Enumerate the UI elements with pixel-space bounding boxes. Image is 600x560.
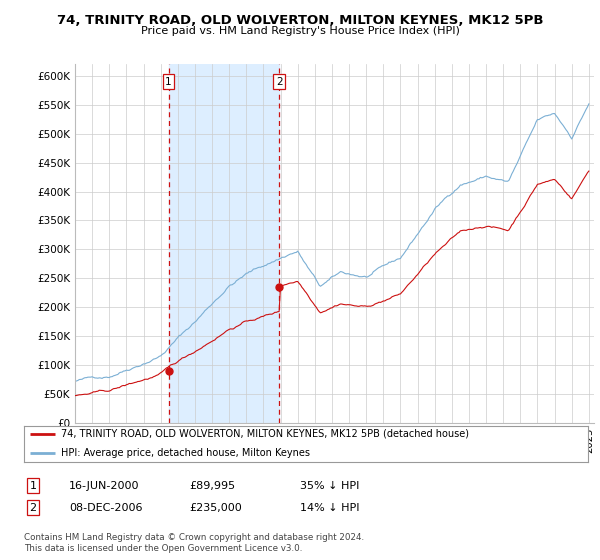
Text: Price paid vs. HM Land Registry's House Price Index (HPI): Price paid vs. HM Land Registry's House … xyxy=(140,26,460,36)
Text: HPI: Average price, detached house, Milton Keynes: HPI: Average price, detached house, Milt… xyxy=(61,448,310,458)
Text: 2: 2 xyxy=(29,503,37,513)
Text: 74, TRINITY ROAD, OLD WOLVERTON, MILTON KEYNES, MK12 5PB (detached house): 74, TRINITY ROAD, OLD WOLVERTON, MILTON … xyxy=(61,429,469,439)
Text: 16-JUN-2000: 16-JUN-2000 xyxy=(69,480,139,491)
Text: 74, TRINITY ROAD, OLD WOLVERTON, MILTON KEYNES, MK12 5PB: 74, TRINITY ROAD, OLD WOLVERTON, MILTON … xyxy=(57,14,543,27)
Text: Contains HM Land Registry data © Crown copyright and database right 2024.
This d: Contains HM Land Registry data © Crown c… xyxy=(24,533,364,553)
Text: 1: 1 xyxy=(165,77,172,87)
Text: 14% ↓ HPI: 14% ↓ HPI xyxy=(300,503,359,513)
Bar xyxy=(169,64,279,423)
Text: 2: 2 xyxy=(276,77,283,87)
Text: 1: 1 xyxy=(29,480,37,491)
Text: £235,000: £235,000 xyxy=(189,503,242,513)
Text: 08-DEC-2006: 08-DEC-2006 xyxy=(69,503,143,513)
Text: 35% ↓ HPI: 35% ↓ HPI xyxy=(300,480,359,491)
Text: £89,995: £89,995 xyxy=(189,480,235,491)
